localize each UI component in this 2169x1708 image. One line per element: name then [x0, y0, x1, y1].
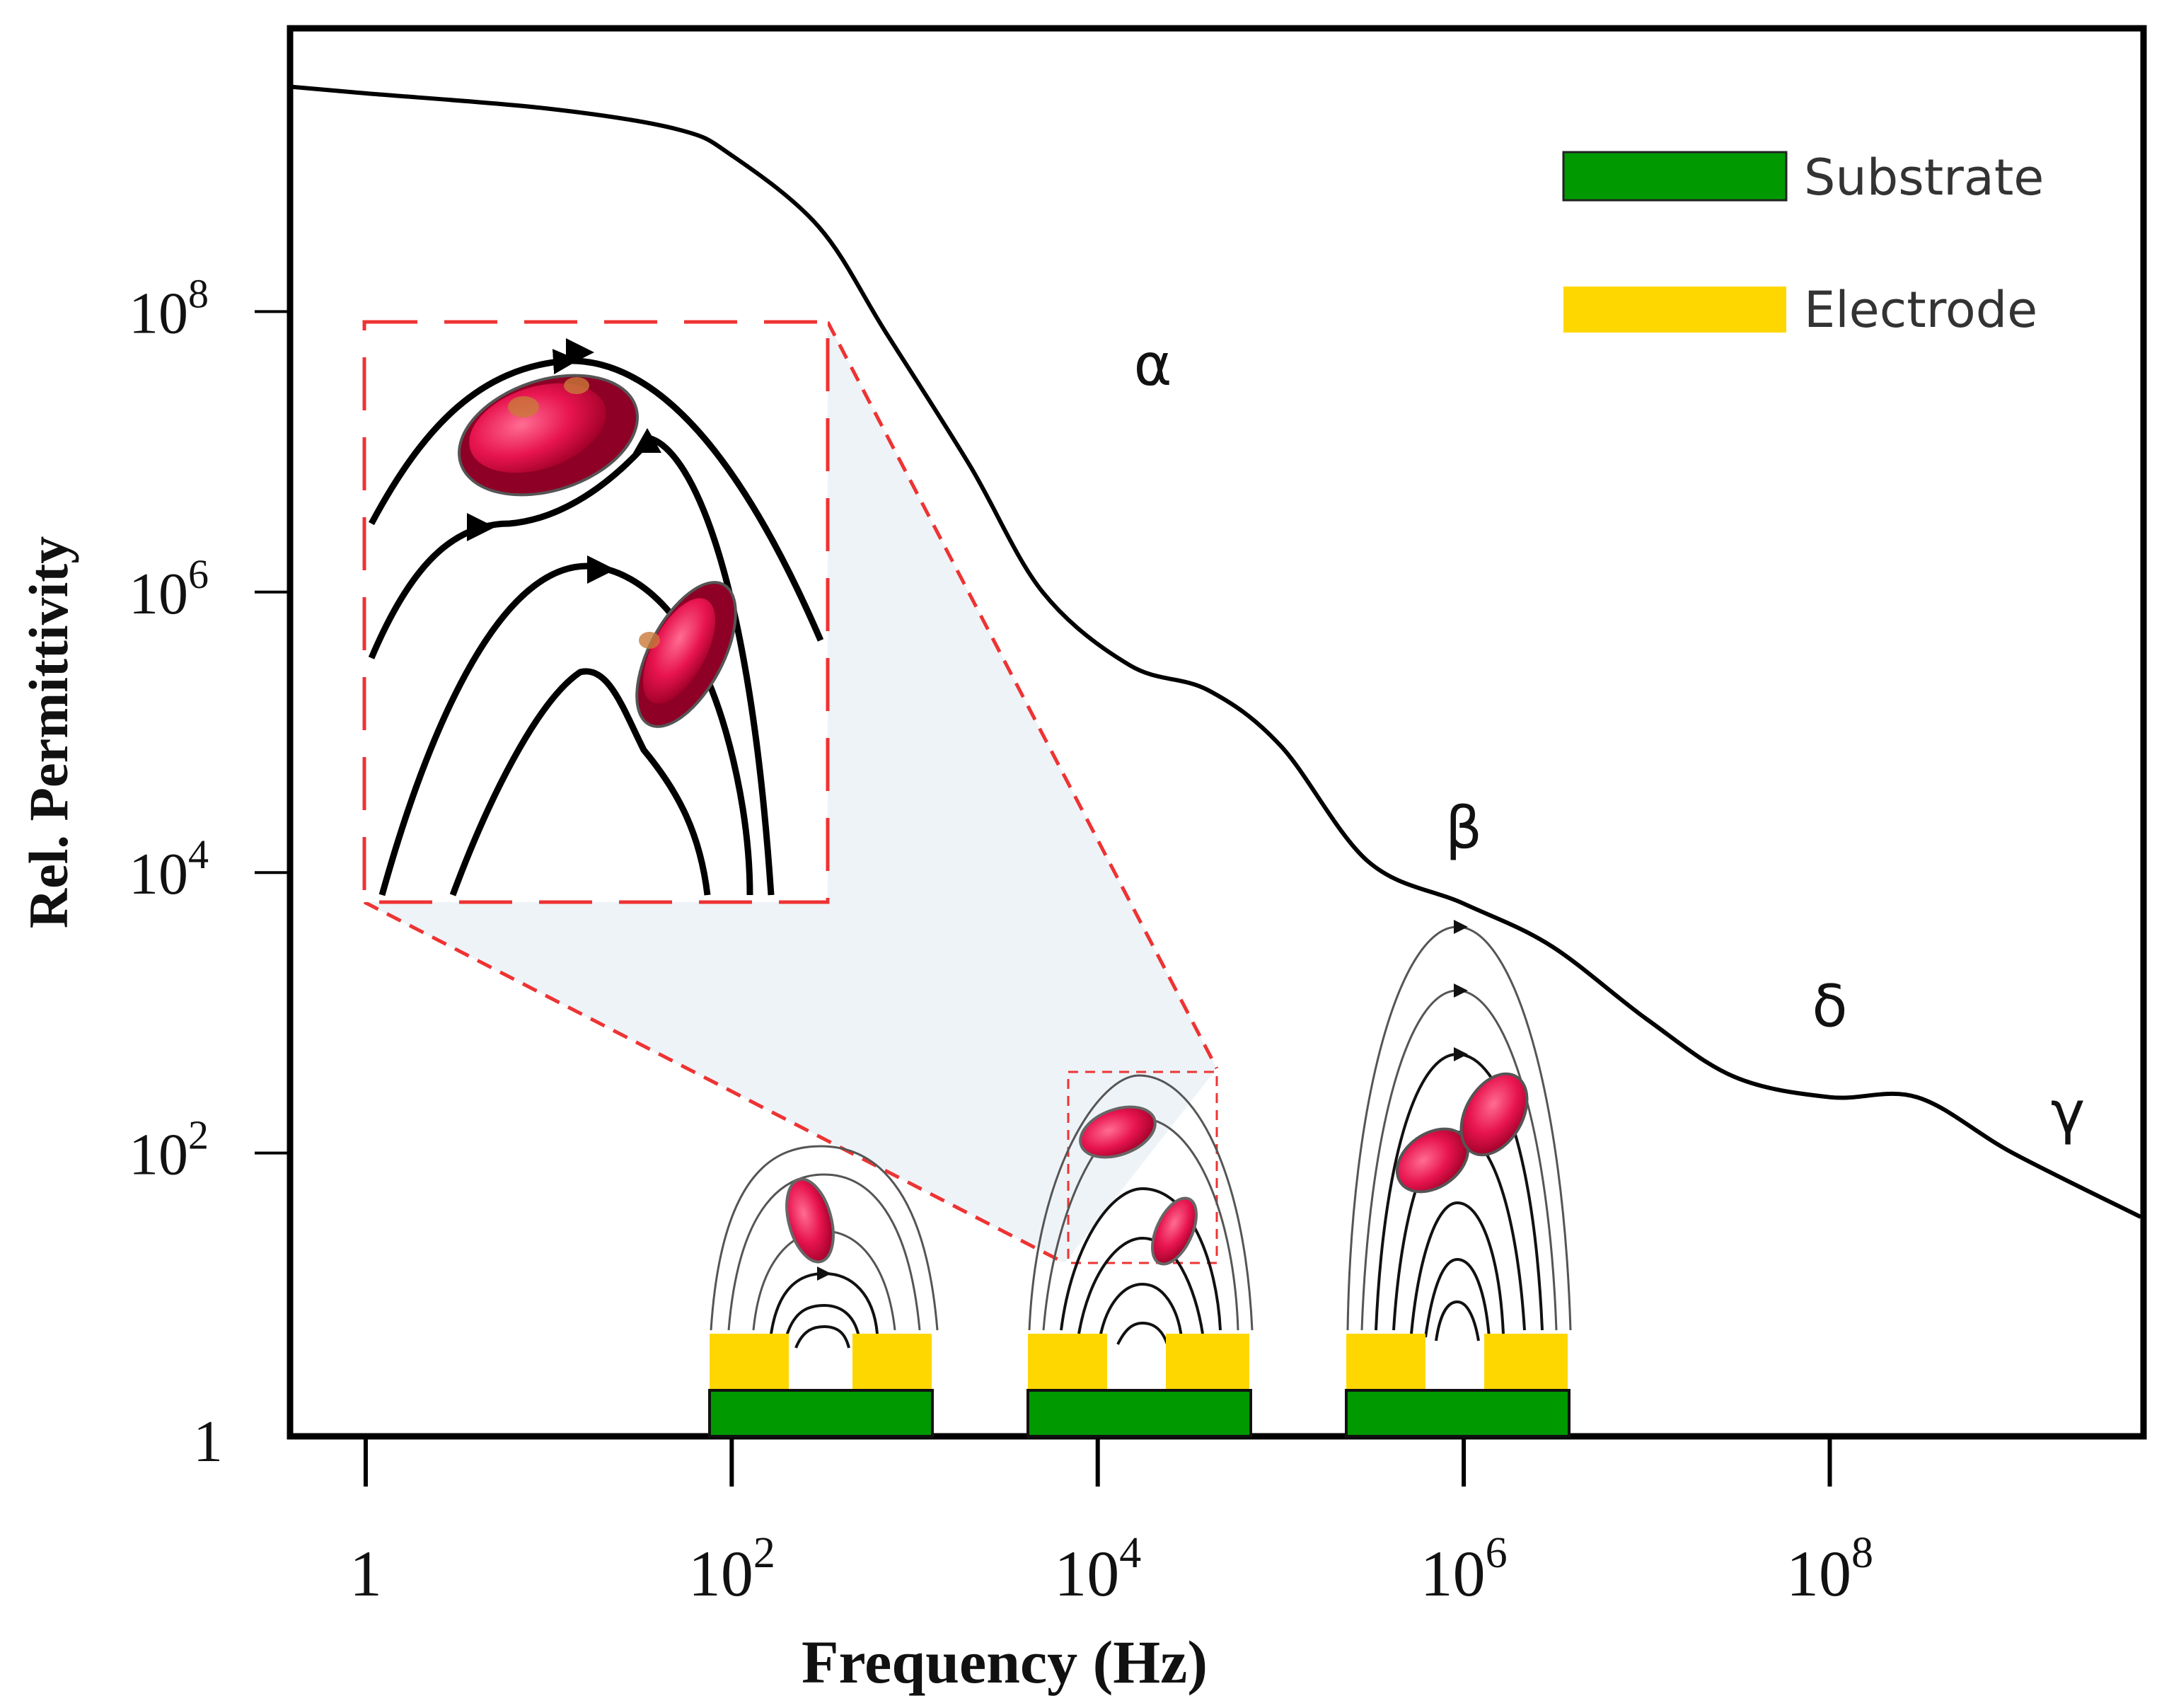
x-axis-ticks: 1 102 104 106 108 — [349, 1436, 1873, 1610]
region-label-3: γ — [2051, 1080, 2086, 1147]
zoom-inset — [362, 320, 830, 904]
electrode-schematic-high-frequency — [1345, 920, 1572, 1438]
region-label-2: δ — [1812, 974, 1847, 1041]
schematic-1-substrate — [708, 1389, 934, 1438]
inset-cell-2 — [635, 581, 737, 728]
schematic-2-electrode-left — [1028, 1334, 1107, 1389]
y-tick-label-2: 104 — [129, 831, 209, 907]
zoom-inset-border — [362, 320, 830, 904]
schematic-3-arrows — [1454, 920, 1468, 1061]
electrode-schematic-mid-frequency — [1026, 1074, 1254, 1438]
schematic-1-electrode-right — [852, 1334, 932, 1389]
electrode-schematic-low-frequency — [708, 1145, 939, 1438]
schematic-3-electrode-right — [1484, 1334, 1568, 1389]
schematic-1-cell — [785, 1177, 835, 1264]
inset-cell-1 — [458, 374, 639, 497]
legend: Substrate Electrode — [1562, 149, 2044, 339]
legend-label-substrate: Substrate — [1804, 149, 2044, 207]
schematic-2-cell-2 — [1151, 1196, 1198, 1266]
legend-swatch-substrate — [1562, 151, 1788, 202]
y-tick-label-1: 102 — [129, 1112, 209, 1188]
schematic-2-substrate — [1026, 1389, 1252, 1438]
schematic-3-electrode-left — [1346, 1334, 1425, 1389]
zoom-line-top — [826, 321, 1219, 1070]
schematic-2-cell-1 — [1079, 1105, 1157, 1159]
zoom-source-box — [1067, 1071, 1218, 1264]
schematic-2-electrode-right — [1166, 1334, 1249, 1389]
y-tick-label-3: 106 — [129, 551, 209, 627]
y-tick-label-4: 108 — [129, 270, 209, 346]
inset-field-line-4 — [449, 668, 711, 896]
zoom-line-bottom — [363, 900, 1066, 1265]
inset-arrows — [467, 338, 661, 584]
schematic-3-substrate — [1345, 1389, 1571, 1438]
inset-field-line-3 — [378, 562, 753, 896]
x-axis-title: Frequency (Hz) — [802, 1628, 1208, 1696]
x-tick-label-1: 102 — [688, 1529, 775, 1610]
x-tick-label-3: 106 — [1421, 1529, 1508, 1610]
x-tick-label-4: 108 — [1786, 1529, 1873, 1610]
y-axis-title: Rel. Permittivity — [18, 536, 79, 928]
x-tick-label-2: 104 — [1054, 1529, 1141, 1610]
region-labels: α β δ γ — [1134, 332, 2086, 1147]
permittivity-curve — [292, 84, 2142, 1219]
region-label-1: β — [1445, 795, 1482, 862]
inset-field-line-1 — [369, 349, 824, 642]
y-tick-label-0: 1 — [193, 1409, 223, 1475]
legend-swatch-electrode — [1563, 287, 1786, 333]
x-tick-label-0: 1 — [349, 1537, 382, 1610]
y-axis-ticks: 1 102 104 106 108 — [129, 270, 293, 1475]
region-label-0: α — [1134, 332, 1172, 399]
schematic-1-electrode-left — [710, 1334, 789, 1389]
legend-label-electrode: Electrode — [1804, 281, 2037, 339]
schematic-3-cell-2 — [1459, 1072, 1529, 1157]
